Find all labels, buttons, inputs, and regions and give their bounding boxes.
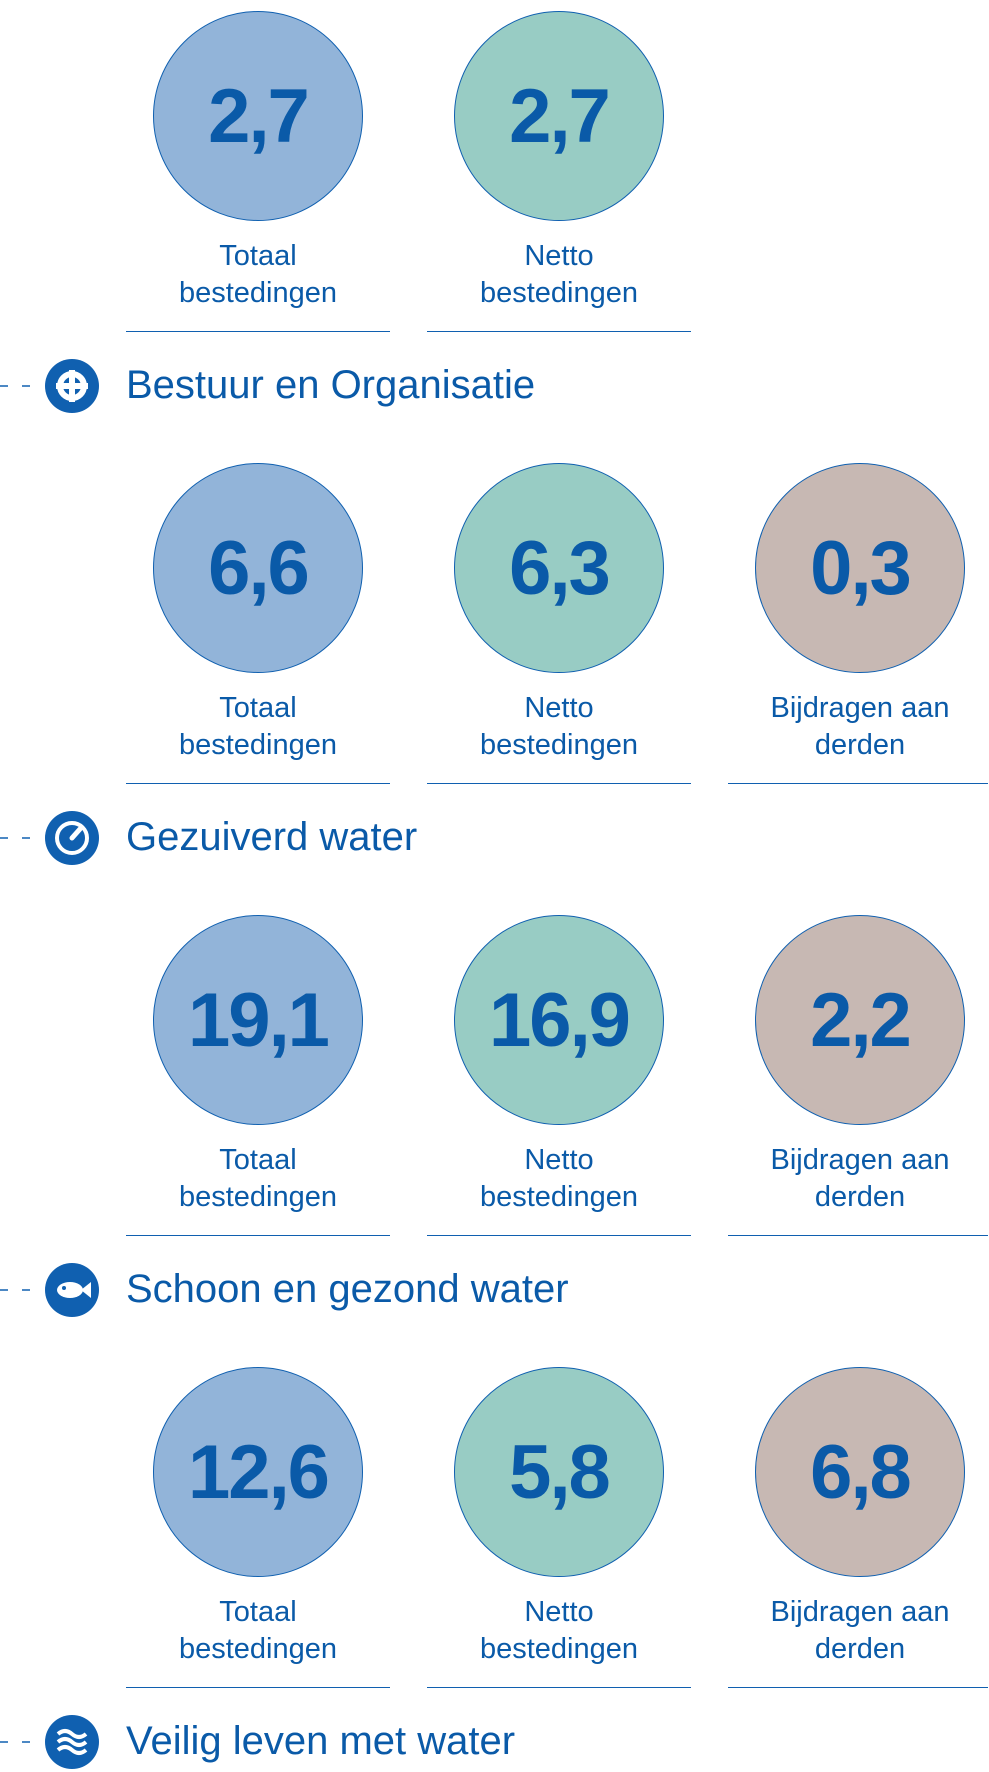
value-label: Netto: [524, 692, 594, 724]
divider: [126, 1235, 390, 1236]
value-label: bestedingen: [479, 729, 639, 761]
value-label: bestedingen: [178, 277, 338, 309]
value-label: Totaal: [219, 692, 297, 724]
value-label: bestedingen: [178, 729, 338, 761]
value-label: Bijdragen aan: [770, 692, 950, 724]
divider: [728, 1235, 988, 1236]
value-label: bestedingen: [479, 277, 639, 309]
value-circle: 2,2: [755, 915, 965, 1125]
divider: [728, 1687, 988, 1688]
value-circle: 2,7: [153, 11, 363, 221]
value-label: bestedingen: [178, 1633, 338, 1665]
section-title: Veilig leven met water: [126, 1719, 516, 1763]
value-circle: 0,3: [755, 463, 965, 673]
divider: [126, 1687, 390, 1688]
divider: [728, 783, 988, 784]
value-circle: 2,7: [454, 11, 664, 221]
value-label: bestedingen: [178, 1181, 338, 1213]
divider: [427, 783, 691, 784]
value-label: Netto: [524, 1596, 594, 1628]
value-circle: 19,1: [153, 915, 363, 1125]
value-label: Bijdragen aan: [770, 1596, 950, 1628]
value-circle: 6,3: [454, 463, 664, 673]
value-label: derden: [814, 729, 906, 761]
value-circle: 12,6: [153, 1367, 363, 1577]
value-label: derden: [814, 1181, 906, 1213]
section-icon: [0, 811, 99, 865]
divider: [427, 331, 691, 332]
value-label: bestedingen: [479, 1181, 639, 1213]
section-title: Gezuiverd water: [126, 815, 418, 859]
value-label: Totaal: [219, 240, 297, 272]
divider: [427, 1235, 691, 1236]
value-label: derden: [814, 1633, 906, 1665]
section-title: Schoon en gezond water: [126, 1267, 569, 1311]
value-label: Bijdragen aan: [770, 1144, 950, 1176]
section-icon: [0, 359, 99, 413]
value-label: Totaal: [219, 1596, 297, 1628]
divider: [126, 331, 390, 332]
section-icon: [0, 1715, 99, 1769]
value-label: bestedingen: [479, 1633, 639, 1665]
section-title: Bestuur en Organisatie: [126, 363, 536, 407]
section-icon: [0, 1263, 99, 1317]
divider: [427, 1687, 691, 1688]
value-circle: 6,6: [153, 463, 363, 673]
divider: [126, 783, 390, 784]
value-circle: 16,9: [454, 915, 664, 1125]
value-label: Netto: [524, 1144, 594, 1176]
value-circle: 5,8: [454, 1367, 664, 1577]
value-circle: 6,8: [755, 1367, 965, 1577]
value-label: Totaal: [219, 1144, 297, 1176]
value-label: Netto: [524, 240, 594, 272]
